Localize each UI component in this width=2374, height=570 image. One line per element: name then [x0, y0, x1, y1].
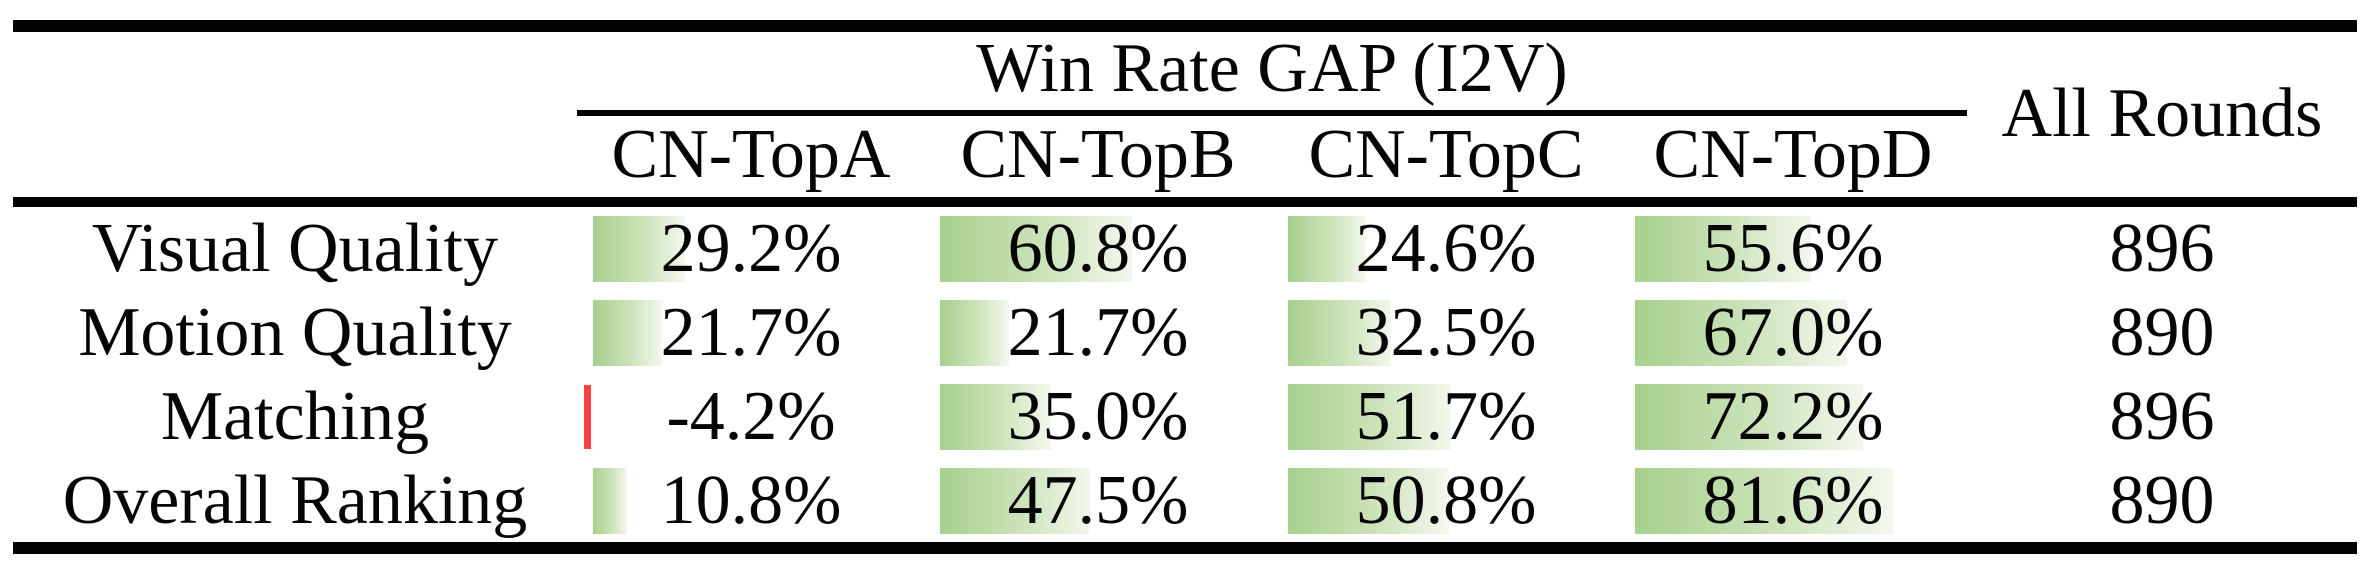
data-cell: 24.6%: [1272, 207, 1620, 291]
data-cell: 60.8%: [924, 207, 1272, 291]
cell-value: 47.5%: [1007, 462, 1189, 539]
group-header-title: Win Rate GAP (I2V): [976, 30, 1568, 107]
data-bar: [1288, 300, 1391, 366]
data-cell: 32.5%: [1272, 291, 1620, 375]
data-bar: [1635, 384, 1863, 450]
cell-value: 55.6%: [1702, 210, 1884, 287]
data-bar: [593, 468, 627, 534]
cell-value: 81.6%: [1702, 462, 1884, 539]
data-bar: [1288, 384, 1451, 450]
all-rounds-value: 896: [2109, 210, 2215, 287]
data-bar: [593, 216, 685, 282]
cell-value: 10.8%: [660, 462, 842, 539]
row-label: Motion Quality: [78, 294, 512, 371]
column-header-all-rounds: All Rounds: [2001, 75, 2323, 152]
cell-value: 72.2%: [1702, 378, 1884, 455]
cell-value: 29.2%: [660, 210, 842, 287]
table-row: Matching -4.2% 35.0% 51.7% 72.2% 896: [0, 375, 2374, 459]
table-row: Visual Quality 29.2% 60.8% 24.6% 55.6% 8…: [0, 207, 2374, 291]
cell-value: 50.8%: [1355, 462, 1537, 539]
data-cell: 55.6%: [1619, 207, 1967, 291]
cell-value: 67.0%: [1702, 294, 1884, 371]
cell-value: 21.7%: [1007, 294, 1189, 371]
data-bar: [1635, 468, 1893, 534]
table-row: Motion Quality 21.7% 21.7% 32.5% 67.0% 8…: [0, 291, 2374, 375]
header-separator-rule: [13, 197, 2357, 207]
table-top-rule: [13, 20, 2357, 32]
all-rounds-value: 890: [2109, 294, 2215, 371]
column-header-cn-topd: CN-TopD: [1653, 116, 1933, 193]
data-cell: 50.8%: [1272, 459, 1620, 543]
cell-value: 24.6%: [1355, 210, 1537, 287]
row-label: Visual Quality: [91, 210, 499, 287]
data-cell: 21.7%: [924, 291, 1272, 375]
data-cell: 21.7%: [577, 291, 925, 375]
cell-value: -4.2%: [666, 378, 836, 455]
data-cell: 47.5%: [924, 459, 1272, 543]
column-header-cn-topc: CN-TopC: [1308, 116, 1584, 193]
data-bar: [1635, 300, 1847, 366]
data-bar-negative: [584, 385, 591, 449]
cell-value: 51.7%: [1355, 378, 1537, 455]
row-label: Matching: [160, 378, 430, 455]
cell-value: 32.5%: [1355, 294, 1537, 371]
table-row: Overall Ranking 10.8% 47.5% 50.8% 81.6% …: [0, 459, 2374, 543]
data-bar: [940, 216, 1132, 282]
group-header-underline-rule: [577, 110, 1967, 116]
data-cell: -4.2%: [577, 375, 925, 459]
cell-value: 21.7%: [660, 294, 842, 371]
data-bar: [940, 384, 1051, 450]
data-bar: [940, 468, 1090, 534]
cell-value: 60.8%: [1007, 210, 1189, 287]
cell-value: 35.0%: [1007, 378, 1189, 455]
data-cell: 72.2%: [1619, 375, 1967, 459]
data-bar: [1288, 216, 1366, 282]
data-cell: 67.0%: [1619, 291, 1967, 375]
row-label: Overall Ranking: [62, 462, 528, 539]
column-header-cn-topb: CN-TopB: [960, 116, 1236, 193]
column-header-cn-topa: CN-TopA: [611, 116, 891, 193]
data-bar: [940, 300, 1009, 366]
data-cell: 10.8%: [577, 459, 925, 543]
data-bar: [1288, 468, 1449, 534]
data-cell: 29.2%: [577, 207, 925, 291]
data-cell: 51.7%: [1272, 375, 1620, 459]
table-bottom-rule: [13, 542, 2357, 554]
all-rounds-value: 896: [2109, 378, 2215, 455]
data-cell: 81.6%: [1619, 459, 1967, 543]
all-rounds-value: 890: [2109, 462, 2215, 539]
data-bar: [1635, 216, 1811, 282]
data-cell: 35.0%: [924, 375, 1272, 459]
data-bar: [593, 300, 662, 366]
